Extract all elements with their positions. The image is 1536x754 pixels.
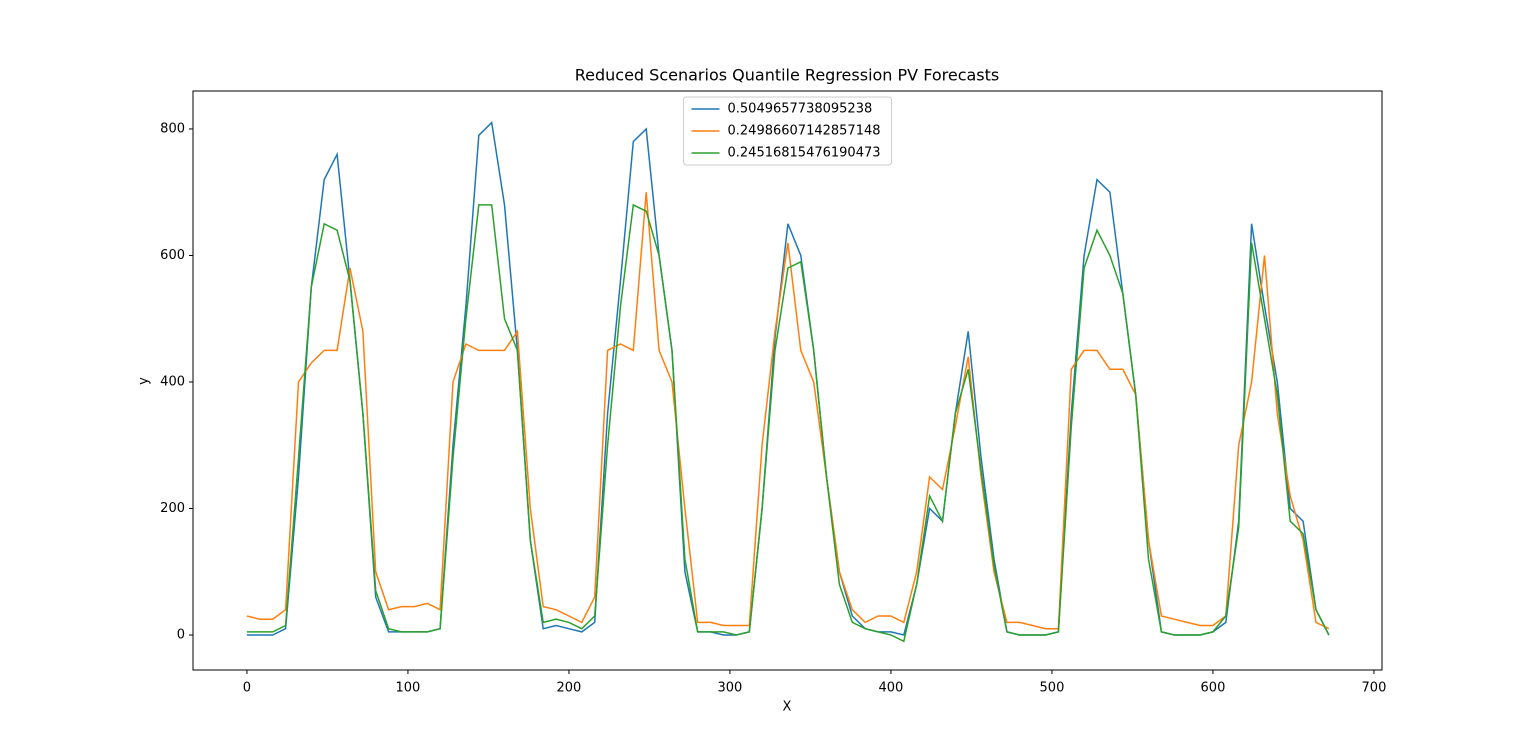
y-axis-label: y <box>137 377 152 385</box>
x-tick-label: 100 <box>396 681 421 696</box>
y-tick-label: 800 <box>160 121 185 136</box>
chart-title: Reduced Scenarios Quantile Regression PV… <box>575 66 1000 85</box>
series-line <box>246 203 1330 643</box>
x-tick-label: 0 <box>243 681 251 696</box>
x-tick-label: 200 <box>557 681 582 696</box>
y-tick-label: 200 <box>160 501 185 516</box>
legend-label: 0.24516815476190473 <box>728 146 881 161</box>
plot-frame <box>192 90 1383 671</box>
series-line <box>246 121 1330 636</box>
legend-label: 0.5049657738095238 <box>728 102 873 117</box>
legend-label: 0.24986607142857148 <box>728 124 881 139</box>
x-tick-label: 700 <box>1362 681 1387 696</box>
y-tick-label: 0 <box>177 628 185 643</box>
x-tick-label: 300 <box>718 681 743 696</box>
x-tick-label: 400 <box>879 681 904 696</box>
x-axis-label: X <box>783 700 792 715</box>
legend-box <box>683 96 892 166</box>
series-line <box>246 192 1330 630</box>
y-tick-label: 400 <box>160 374 185 389</box>
y-tick-label: 600 <box>160 248 185 263</box>
x-tick-label: 600 <box>1201 681 1226 696</box>
x-tick-label: 500 <box>1040 681 1065 696</box>
